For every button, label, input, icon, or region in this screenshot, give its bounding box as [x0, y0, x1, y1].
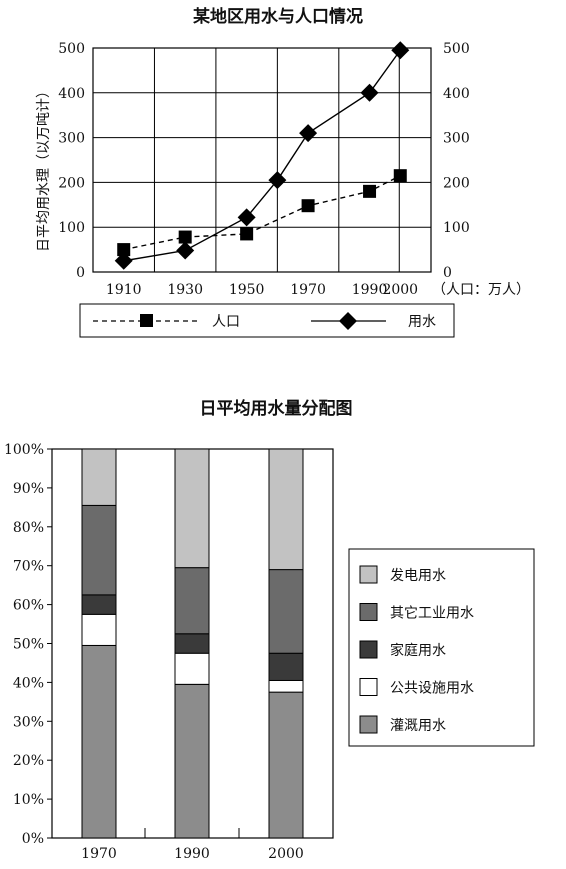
bar-legend-box: [348, 548, 535, 747]
bar-segment: [174, 683, 210, 839]
line-chart: 某地区用水与人口情况 0 0 100 100 200 200 300 300 400 400 500…: [36, 6, 530, 338]
y-tick-label-right: 400: [443, 86, 470, 102]
water-point: [237, 208, 256, 227]
bar-segment: [81, 644, 117, 839]
stacked-bar-chart: 日平均用水量分配图 0% 10% 20% 30% 40% 50% 60% 70% 80% 90% 1…: [4, 398, 535, 862]
y-tick-label: 70%: [13, 559, 44, 575]
legend-label: 家庭用水: [390, 642, 446, 659]
x-tick-label: 2000: [268, 846, 304, 862]
water-point: [360, 83, 379, 102]
bar-segment: [81, 613, 117, 646]
x-tick-label: 1930: [167, 282, 203, 298]
population-point: [363, 184, 377, 198]
legend-swatch: [359, 640, 378, 659]
y-tick-label-left: 200: [58, 175, 85, 191]
line-chart-title: 某地区用水与人口情况: [193, 6, 363, 27]
y-tick-label-left: 0: [76, 265, 85, 281]
y-tick-label-left: 500: [58, 41, 85, 57]
y-tick-label: 10%: [13, 792, 44, 808]
bar-segment: [174, 448, 210, 569]
y-tick-label-right: 0: [443, 265, 452, 281]
water-point: [114, 251, 133, 270]
y-tick-label-right: 300: [443, 131, 470, 147]
x-tick-label: 1990: [174, 846, 210, 862]
y-tick-label: 0%: [22, 831, 44, 847]
line-chart-x-unit-label: （人口：万人）: [432, 282, 530, 298]
bar-segment: [174, 633, 210, 654]
water-point: [391, 41, 410, 60]
legend-label: 发电用水: [390, 568, 446, 584]
legend-water-marker: [339, 312, 357, 330]
y-tick-label-left: 400: [58, 86, 85, 102]
y-tick-label-right: 200: [443, 175, 470, 191]
line-chart-y-axis-label: 日平均用水理（以万吨计）: [36, 84, 52, 252]
y-tick-label: 80%: [13, 520, 44, 536]
line-chart-ticks: 0 0 100 100 200 200 300 300 400 400 500 500 1910 1930…: [58, 41, 469, 298]
legend-swatch: [359, 565, 378, 584]
y-tick-label: 20%: [13, 753, 44, 769]
y-tick-label: 50%: [13, 637, 44, 653]
y-tick-label: 60%: [13, 598, 44, 614]
bar-segment: [81, 504, 117, 596]
legend-swatch: [359, 715, 378, 734]
line-chart-grid: [92, 47, 432, 273]
legend-label: 其它工业用水: [390, 605, 474, 622]
legend-label: 公共设施用水: [390, 681, 474, 697]
line-chart-series: [114, 41, 410, 270]
bar-chart-title: 日平均用水量分配图: [200, 398, 353, 419]
y-tick-label-right: 100: [443, 220, 470, 236]
series-line-population: [123, 175, 401, 251]
series-line-water: [123, 49, 401, 262]
y-tick-label: 100%: [4, 442, 44, 458]
water-point: [268, 171, 287, 190]
x-tick-label: 1950: [229, 282, 265, 298]
bar-segment: [268, 691, 304, 839]
water-point: [299, 124, 318, 143]
legend-label: 灌溉用水: [390, 718, 446, 734]
y-tick-label-right: 500: [443, 41, 470, 57]
line-legend-box: [79, 303, 455, 338]
y-tick-label-left: 100: [58, 220, 85, 236]
bar-chart-bars: [81, 448, 304, 839]
bar-segment: [81, 448, 117, 506]
legend-population-marker: [140, 314, 153, 327]
bar-segment: [174, 567, 210, 635]
y-tick-label-left: 300: [58, 131, 85, 147]
bar-segment: [174, 652, 210, 685]
population-point: [178, 230, 192, 244]
population-point: [117, 243, 131, 257]
population-point: [301, 199, 315, 213]
legend-water-label: 用水: [408, 314, 436, 330]
y-tick-label: 30%: [13, 714, 44, 730]
legend-population-label: 人口: [212, 314, 240, 330]
plot-frame: [92, 47, 432, 273]
y-tick-label: 90%: [13, 481, 44, 497]
population-point: [240, 227, 254, 241]
x-tick-label: 1970: [290, 282, 326, 298]
bar-segment: [268, 448, 304, 571]
bar-segment: [268, 569, 304, 654]
water-point: [176, 241, 195, 260]
population-point: [393, 169, 407, 183]
bar-segment: [81, 594, 117, 615]
x-tick-label: 1970: [81, 846, 117, 862]
x-tick-label: 1910: [106, 282, 142, 298]
x-tick-label: 2000: [382, 282, 418, 298]
legend-swatch: [359, 603, 378, 621]
bar-segment: [268, 652, 304, 681]
bar-segment: [268, 679, 304, 693]
legend-swatch: [359, 678, 378, 696]
x-tick-label: 1990: [352, 282, 388, 298]
line-chart-legend: 人口 用水: [79, 303, 455, 338]
y-tick-label: 40%: [13, 675, 44, 691]
